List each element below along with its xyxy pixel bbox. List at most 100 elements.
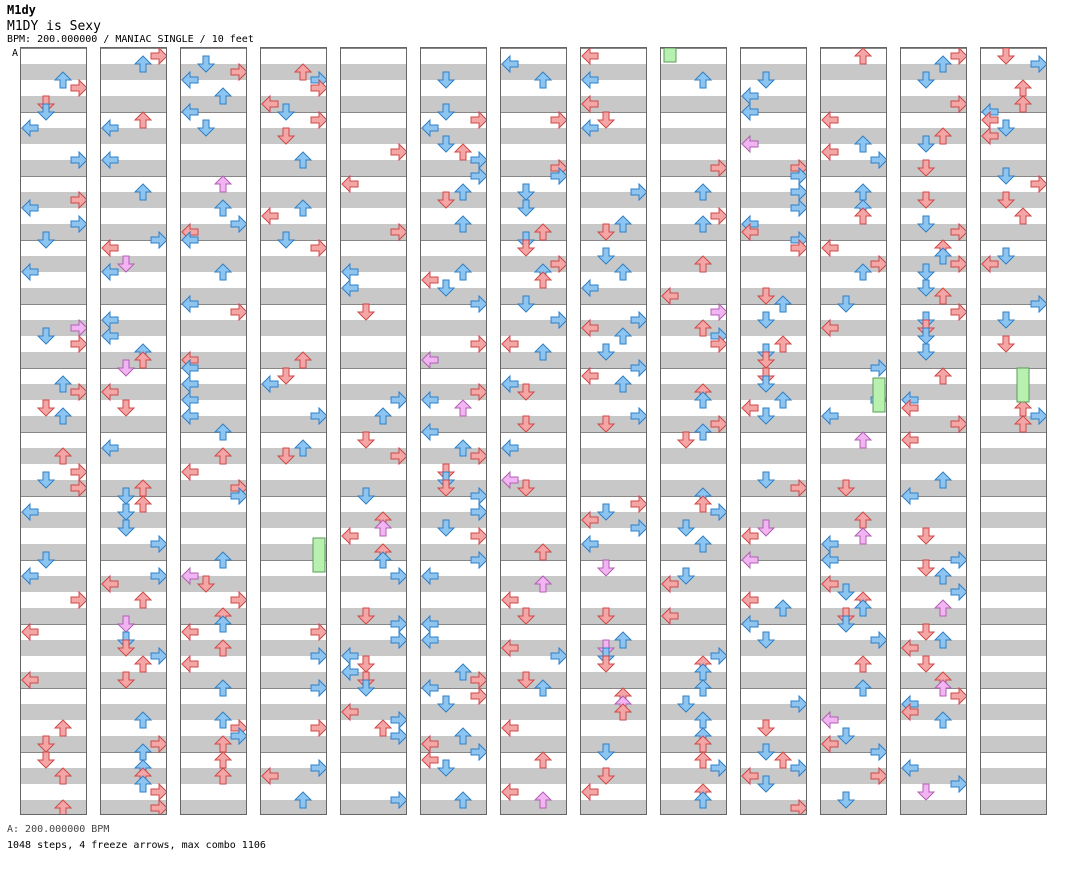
step-arrow-left bbox=[341, 662, 359, 682]
step-arrow-up bbox=[693, 391, 713, 409]
step-arrow-right bbox=[630, 494, 646, 514]
step-arrow-down bbox=[676, 519, 696, 537]
step-arrow-right bbox=[150, 782, 166, 802]
step-arrow-down bbox=[916, 71, 936, 89]
chart-column bbox=[180, 47, 247, 815]
step-arrow-up bbox=[133, 479, 153, 497]
step-arrow-up bbox=[53, 407, 73, 425]
step-arrow-up bbox=[1013, 79, 1033, 97]
step-arrow-down bbox=[676, 567, 696, 585]
step-arrow-right bbox=[790, 198, 806, 218]
step-arrow-left bbox=[501, 374, 519, 394]
step-arrow-down bbox=[196, 575, 216, 593]
step-arrow-right bbox=[470, 742, 486, 762]
step-arrow-up bbox=[213, 679, 233, 697]
step-arrow-up bbox=[773, 599, 793, 617]
step-arrow-down bbox=[356, 431, 376, 449]
step-arrow-up bbox=[693, 71, 713, 89]
step-arrow-right bbox=[230, 486, 246, 506]
step-arrow-up bbox=[853, 207, 873, 225]
step-arrow-up bbox=[213, 735, 233, 753]
column-notes bbox=[341, 142, 406, 810]
step-arrow-left bbox=[181, 374, 199, 394]
step-arrow-down bbox=[996, 167, 1016, 185]
step-arrow-right bbox=[1030, 54, 1046, 74]
step-arrow-up bbox=[1013, 95, 1033, 113]
step-arrow-up bbox=[773, 335, 793, 353]
step-arrow-left bbox=[501, 638, 519, 658]
step-arrow-down bbox=[36, 551, 56, 569]
chart-column bbox=[980, 47, 1047, 815]
step-arrow-right bbox=[150, 734, 166, 754]
step-arrow-down bbox=[356, 679, 376, 697]
step-arrow-down bbox=[36, 735, 56, 753]
step-arrow-left bbox=[901, 638, 919, 658]
step-arrow-down bbox=[756, 775, 776, 793]
step-arrow-up bbox=[853, 183, 873, 201]
step-arrow-right bbox=[790, 238, 806, 258]
song-title: M1DY is Sexy bbox=[7, 19, 101, 34]
column-notes bbox=[741, 71, 806, 814]
step-arrow-down bbox=[916, 623, 936, 641]
step-arrow-left bbox=[661, 606, 679, 626]
step-arrow-left bbox=[901, 486, 919, 506]
step-arrow-right bbox=[390, 614, 406, 634]
step-arrow-left bbox=[341, 702, 359, 722]
chart-column bbox=[100, 47, 167, 815]
step-arrow-down bbox=[596, 247, 616, 265]
step-arrow-up bbox=[53, 375, 73, 393]
step-arrow-right bbox=[950, 48, 966, 66]
step-arrow-right bbox=[70, 382, 86, 402]
step-arrow-right bbox=[310, 110, 326, 130]
step-arrow-up bbox=[373, 551, 393, 569]
step-arrow-down bbox=[596, 743, 616, 761]
step-arrow-right bbox=[550, 254, 566, 274]
step-arrow-right bbox=[870, 150, 886, 170]
step-arrow-right bbox=[950, 774, 966, 794]
step-arrow-up bbox=[933, 567, 953, 585]
step-arrow-down bbox=[916, 159, 936, 177]
step-arrow-left bbox=[821, 318, 839, 338]
step-arrow-left bbox=[821, 142, 839, 162]
step-arrow-right bbox=[470, 334, 486, 354]
step-arrow-down bbox=[36, 327, 56, 345]
step-arrow-up bbox=[533, 791, 553, 809]
step-arrow-up bbox=[693, 663, 713, 681]
step-arrow-up bbox=[533, 543, 553, 561]
step-arrow-down bbox=[36, 399, 56, 417]
step-arrow-down bbox=[36, 103, 56, 121]
step-arrow-left bbox=[101, 382, 119, 402]
column-notes bbox=[101, 48, 166, 814]
step-arrow-left bbox=[901, 430, 919, 450]
step-arrow-right bbox=[870, 766, 886, 786]
step-arrow-up bbox=[453, 791, 473, 809]
step-arrow-up bbox=[613, 263, 633, 281]
step-arrow-right bbox=[870, 358, 886, 378]
step-arrow-left bbox=[181, 294, 199, 314]
step-arrow-down bbox=[436, 71, 456, 89]
step-arrow-down bbox=[116, 615, 136, 633]
step-arrow-down bbox=[996, 311, 1016, 329]
step-arrow-right bbox=[710, 414, 726, 434]
step-arrow-left bbox=[261, 206, 279, 226]
chart-column bbox=[420, 47, 487, 815]
step-arrow-left bbox=[741, 590, 759, 610]
step-arrow-left bbox=[501, 470, 519, 490]
step-arrow-left bbox=[341, 526, 359, 546]
step-arrow-up bbox=[133, 351, 153, 369]
step-arrow-left bbox=[581, 782, 599, 802]
step-arrow-left bbox=[181, 102, 199, 122]
step-arrow-down bbox=[516, 239, 536, 257]
step-arrow-down bbox=[756, 743, 776, 761]
step-arrow-right bbox=[470, 166, 486, 186]
step-arrow-up bbox=[133, 591, 153, 609]
step-arrow-up bbox=[453, 143, 473, 161]
step-arrow-down bbox=[116, 671, 136, 689]
step-arrow-down bbox=[276, 103, 296, 121]
step-arrow-left bbox=[661, 574, 679, 594]
step-arrow-left bbox=[21, 262, 39, 282]
step-arrow-up bbox=[613, 631, 633, 649]
step-arrow-right bbox=[70, 334, 86, 354]
step-arrow-down bbox=[276, 367, 296, 385]
step-arrow-down bbox=[596, 655, 616, 673]
